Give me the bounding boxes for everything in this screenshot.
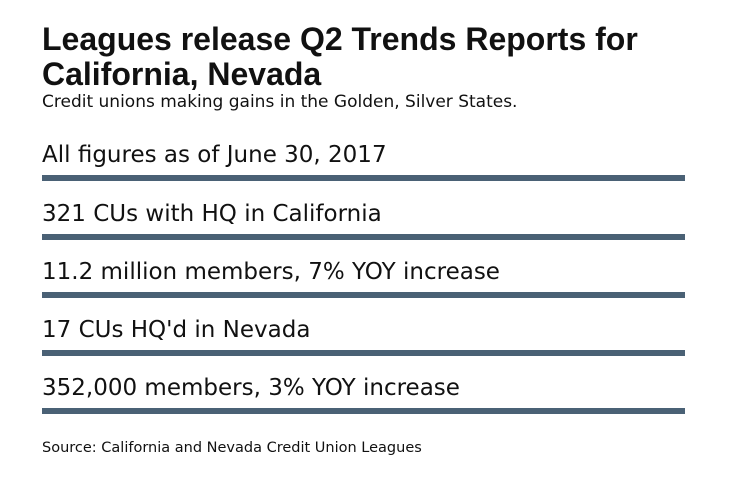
fact-row: All figures as of June 30, 2017: [42, 141, 685, 181]
source-note: Source: California and Nevada Credit Uni…: [42, 440, 422, 456]
fact-text: 11.2 million members, 7% YOY increase: [42, 259, 500, 285]
fact-text: 352,000 members, 3% YOY increase: [42, 375, 460, 401]
divider-bar: [42, 234, 685, 240]
divider-bar: [42, 292, 685, 298]
fact-text: 321 CUs with HQ in California: [42, 201, 382, 227]
divider-bar: [42, 175, 685, 181]
fact-text: All figures as of June 30, 2017: [42, 142, 387, 168]
divider-bar: [42, 408, 685, 414]
divider-bar: [42, 350, 685, 356]
fact-row: 11.2 million members, 7% YOY increase: [42, 258, 685, 298]
subtitle: Credit unions making gains in the Golden…: [42, 92, 518, 112]
fact-row: 17 CUs HQ'd in Nevada: [42, 316, 685, 356]
headline: Leagues release Q2 Trends Reports for Ca…: [42, 21, 638, 92]
fact-row: 352,000 members, 3% YOY increase: [42, 374, 685, 414]
fact-text: 17 CUs HQ'd in Nevada: [42, 317, 311, 343]
fact-row: 321 CUs with HQ in California: [42, 200, 685, 240]
